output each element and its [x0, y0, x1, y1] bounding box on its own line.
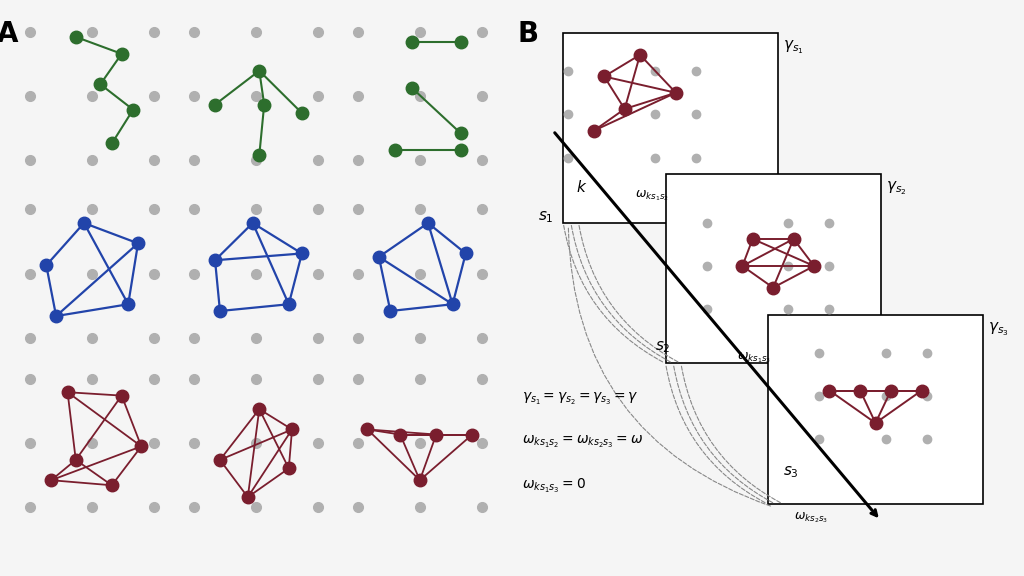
- Text: $\omega_{ks_1s_3}$: $\omega_{ks_1s_3}$: [737, 351, 771, 365]
- Text: $\omega_{ks_2s_3}$: $\omega_{ks_2s_3}$: [794, 510, 827, 525]
- Bar: [563, 33, 778, 223]
- Text: $\gamma_{s_3}$: $\gamma_{s_3}$: [988, 320, 1009, 338]
- Text: $k$: $k$: [575, 180, 588, 195]
- Text: $\gamma_{s_2}$: $\gamma_{s_2}$: [886, 179, 906, 197]
- Text: $\omega_{ks_1s_2} = \omega_{ks_2s_3} = \omega$: $\omega_{ks_1s_2} = \omega_{ks_2s_3} = \…: [522, 434, 643, 450]
- Text: $s_1$: $s_1$: [538, 210, 553, 225]
- Text: $s_3$: $s_3$: [783, 464, 799, 480]
- Text: $\gamma_{s_1}$: $\gamma_{s_1}$: [783, 39, 804, 56]
- Text: $\omega_{ks_1s_3} = 0$: $\omega_{ks_1s_3} = 0$: [522, 477, 586, 495]
- Bar: [666, 174, 881, 363]
- Text: A: A: [0, 20, 18, 48]
- Bar: [768, 314, 983, 504]
- Text: B: B: [517, 20, 539, 48]
- Text: $\omega_{ks_1s_2}$: $\omega_{ks_1s_2}$: [635, 188, 669, 203]
- Text: $s_2$: $s_2$: [655, 339, 671, 355]
- Text: $\gamma_{s_1} = \gamma_{s_2} = \gamma_{s_3} = \gamma$: $\gamma_{s_1} = \gamma_{s_2} = \gamma_{s…: [522, 391, 639, 407]
